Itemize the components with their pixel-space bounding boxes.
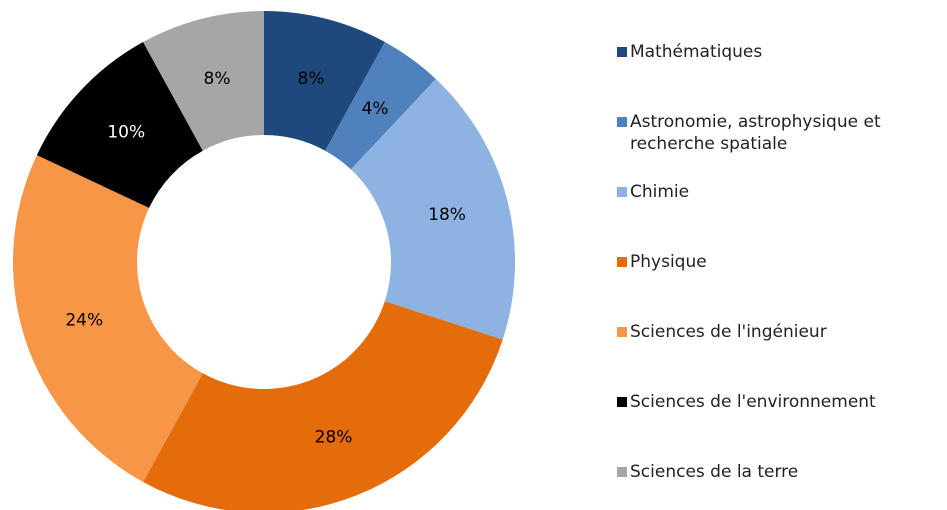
chart: 8% 4% 18% 28% 24% 10% 8% xyxy=(13,11,515,510)
value-label: 8% xyxy=(298,69,325,89)
legend-label: Physique xyxy=(630,252,707,272)
legend-label: Astronomie, astrophysique et recherche s… xyxy=(630,112,881,154)
legend-swatch xyxy=(617,187,627,197)
segment xyxy=(325,42,436,170)
segment xyxy=(13,155,203,482)
legend-label: Sciences de la terre xyxy=(630,462,799,482)
legend-item: Astronomie, astrophysique et recherche s… xyxy=(617,111,942,155)
legend-item: Mathématiques xyxy=(617,41,942,63)
value-label: 24% xyxy=(65,310,103,330)
legend-label: Sciences de l'environnement xyxy=(630,392,876,412)
value-label: 4% xyxy=(362,99,389,119)
legend-swatch xyxy=(617,467,627,477)
value-label: 10% xyxy=(107,123,145,143)
segment xyxy=(36,42,203,208)
legend-label: Chimie xyxy=(630,182,690,202)
legend-item: Physique xyxy=(617,251,942,273)
legend-swatch xyxy=(617,47,627,57)
legend-label: Sciences de l'ingénieur xyxy=(630,322,827,342)
legend-swatch xyxy=(617,327,627,337)
legend-swatch xyxy=(617,257,627,267)
value-label: 18% xyxy=(428,205,466,225)
segment xyxy=(143,11,264,151)
legend-swatch xyxy=(617,117,627,127)
legend-item: Sciences de l'ingénieur xyxy=(617,321,942,343)
value-label: 8% xyxy=(204,69,231,89)
legend-item: Sciences de l'environnement xyxy=(617,391,942,413)
legend-item: Sciences de la terre xyxy=(617,461,942,483)
legend-label: Mathématiques xyxy=(630,42,763,62)
segment xyxy=(350,79,515,340)
segment xyxy=(143,301,503,510)
legend-swatch xyxy=(617,397,627,407)
value-label: 28% xyxy=(315,428,353,448)
legend-item: Chimie xyxy=(617,181,942,203)
segment xyxy=(264,11,385,151)
